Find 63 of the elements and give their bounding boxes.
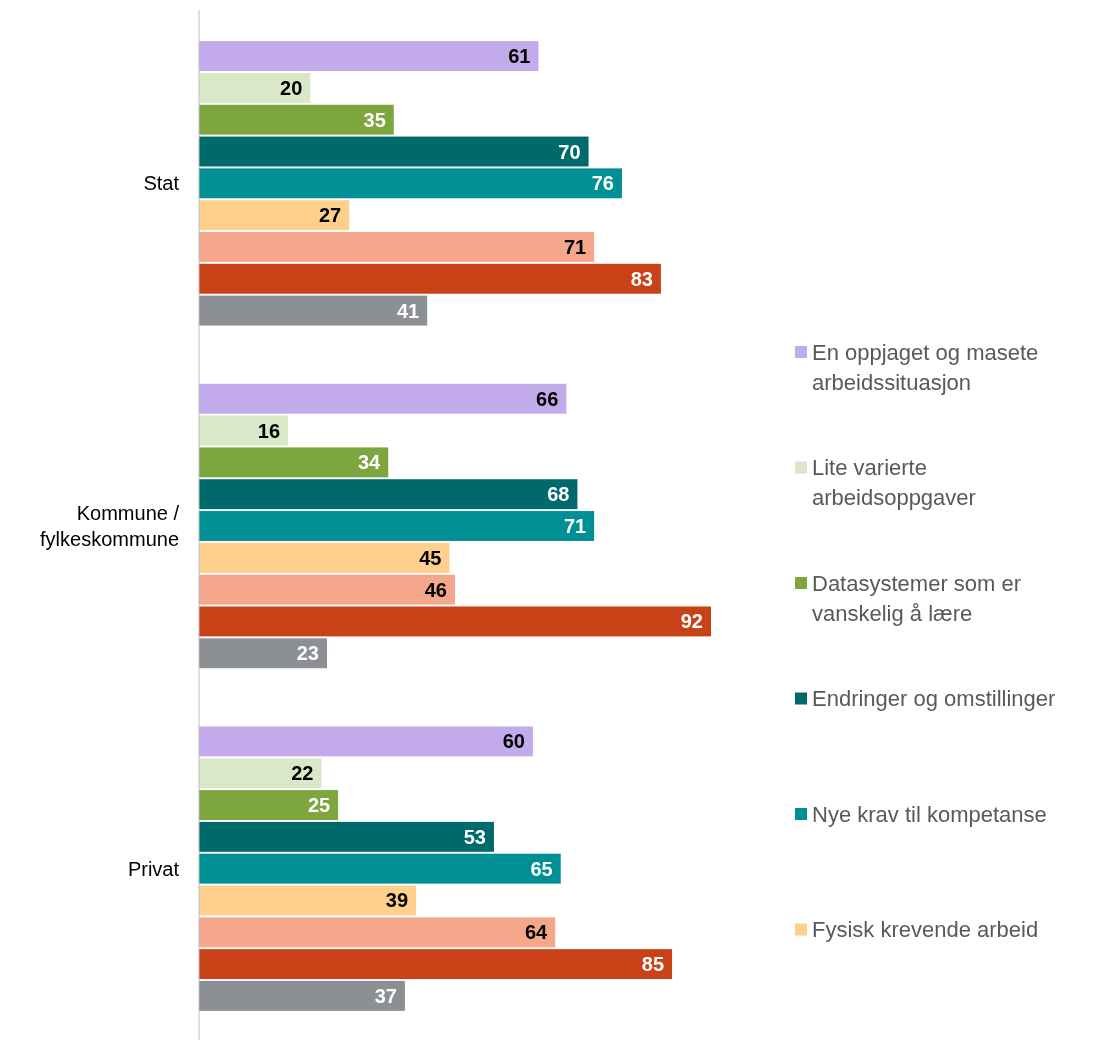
data-label: 70 xyxy=(558,140,581,163)
data-label: 65 xyxy=(530,857,553,880)
data-label: 61 xyxy=(508,45,531,68)
bar xyxy=(199,980,405,1011)
bar xyxy=(199,168,622,199)
bar xyxy=(199,136,589,167)
bar xyxy=(199,726,533,757)
data-label: 35 xyxy=(363,108,386,131)
data-label: 64 xyxy=(524,921,549,944)
legend-label: Lite varierte arbeidsoppgaver xyxy=(812,455,976,511)
bar xyxy=(199,790,339,820)
data-label: 68 xyxy=(547,483,570,506)
legend-label: Fysisk krevende arbeid xyxy=(812,917,1039,943)
bar xyxy=(199,447,389,478)
data-label: 83 xyxy=(630,267,653,290)
data-label: 46 xyxy=(424,578,447,601)
data-label: 20 xyxy=(280,76,303,99)
bar xyxy=(199,41,539,72)
data-label: 16 xyxy=(257,419,281,442)
data-label: 71 xyxy=(563,515,587,537)
data-label: 53 xyxy=(463,825,486,848)
data-label: 37 xyxy=(374,984,397,1007)
data-label: 92 xyxy=(680,610,703,633)
bar xyxy=(199,917,556,948)
bar xyxy=(199,263,661,294)
data-label: 71 xyxy=(563,235,587,258)
data-label: 25 xyxy=(307,794,331,817)
data-label: 22 xyxy=(291,762,314,785)
bar xyxy=(199,574,455,605)
y-tick-label: Kommune / fylkeskommune xyxy=(40,502,180,550)
legend-label: Nye krav til kompetanse xyxy=(812,801,1047,827)
legend-label: En oppjaget og masete arbeidssituasjon xyxy=(812,339,1039,395)
bar xyxy=(199,638,327,669)
bar xyxy=(199,295,428,326)
bar xyxy=(199,72,311,103)
data-label: 60 xyxy=(502,730,525,753)
bar xyxy=(199,758,322,789)
legend-label: Datasystemer som er vanskelig å lære xyxy=(812,570,1022,626)
data-label: 27 xyxy=(319,204,342,227)
bar xyxy=(199,232,595,262)
legend-label: Endringer og omstillinger xyxy=(812,686,1056,712)
data-label: 41 xyxy=(396,299,420,322)
bar xyxy=(199,200,350,231)
data-label: 85 xyxy=(641,953,665,976)
data-label: 45 xyxy=(419,546,442,569)
y-tick-label: Privat xyxy=(127,857,180,880)
bar xyxy=(199,511,595,541)
bar xyxy=(199,853,561,884)
bar xyxy=(199,949,673,980)
bar xyxy=(199,542,450,573)
data-label: 39 xyxy=(385,889,409,912)
bar xyxy=(199,606,711,637)
bar xyxy=(199,479,578,510)
bar xyxy=(199,821,494,852)
bar xyxy=(199,383,567,414)
data-label: 76 xyxy=(591,172,614,195)
y-tick-label: Stat xyxy=(143,172,180,195)
bar xyxy=(199,885,417,916)
bar xyxy=(199,415,289,446)
data-label: 66 xyxy=(536,387,559,410)
data-label: 34 xyxy=(357,451,382,474)
bar xyxy=(199,104,394,135)
data-label: 23 xyxy=(296,642,319,665)
